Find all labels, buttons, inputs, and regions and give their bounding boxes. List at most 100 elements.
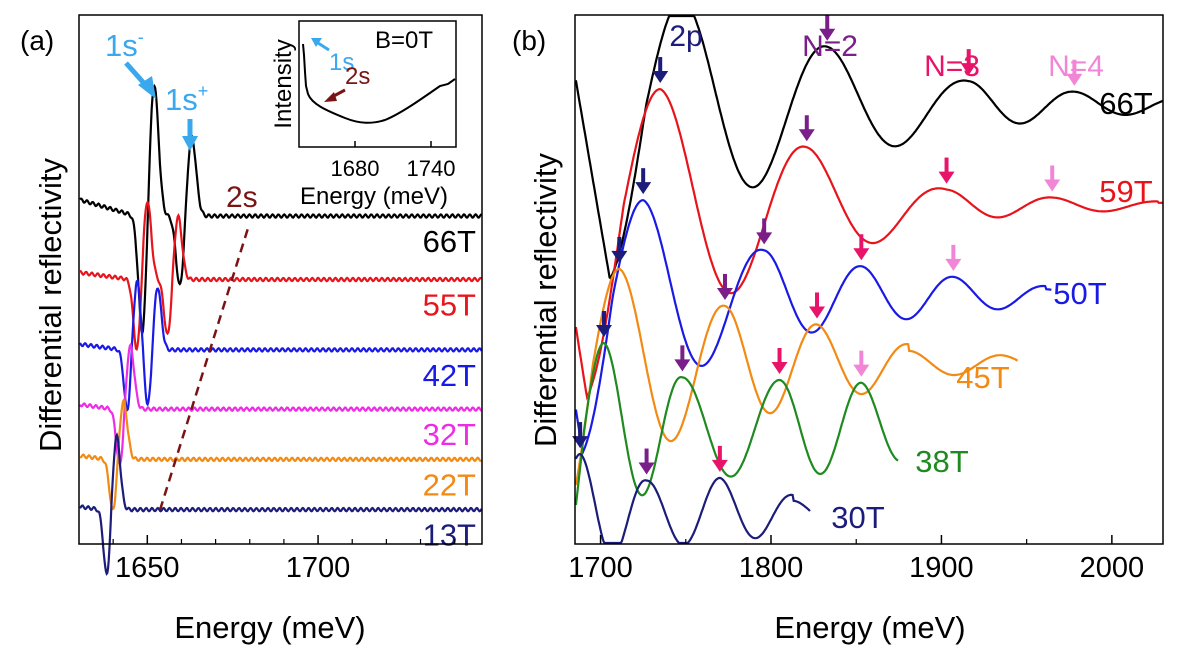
inset-1s-arrow-head	[311, 38, 322, 47]
panel-a-tick-label-1700: 1700	[286, 552, 351, 584]
panel-b-level-label-n2: N=2	[802, 30, 858, 63]
panel-b-marker-head	[756, 232, 773, 245]
panel-a: (a) Differential reflectivity Energy (me…	[20, 14, 483, 645]
panel-b-marker-50t-n-4	[945, 244, 962, 271]
panel-b-marker-head	[1044, 179, 1061, 192]
panel-b-curves	[574, 14, 1164, 545]
panel-a-xlabel: Energy (meV)	[174, 610, 365, 645]
panel-b-marker-head	[711, 459, 728, 472]
panel-a-x-ticks: 1650 1700	[112, 535, 456, 584]
panel-b-marker-head	[809, 306, 826, 319]
panel-a-series-line-13t	[79, 432, 483, 576]
panel-a-1s-minus-superscript: -	[138, 27, 144, 47]
panel-b-x-ticks: 1700 1800 1900 2000	[568, 535, 1144, 584]
panel-a-series-label-13t: 13T	[423, 518, 476, 553]
panel-b-marker-30t-n-3	[711, 445, 728, 472]
panel-b-marker-38t-n-3	[771, 348, 788, 375]
panel-b-marker-38t-2p	[595, 310, 612, 337]
panel-b-marker-30t-n-2	[638, 448, 655, 475]
panel-b-marker-head	[938, 171, 955, 184]
panel-a-series-line-22t	[79, 397, 483, 511]
panel-b-marker-38t-n-2	[674, 345, 691, 372]
panel-b-marker-head	[716, 287, 733, 300]
panel-b-series-label-45t: 45T	[956, 360, 1009, 395]
panel-b-marker-head	[652, 71, 669, 84]
panel-b-marker-59t-n-4	[1044, 165, 1061, 192]
panel-b-marker-head	[635, 182, 652, 195]
panel-b-series-line-38t	[574, 341, 899, 506]
panel-a-series-label-22t: 22T	[423, 467, 476, 502]
inset-ylabel: Intensity	[270, 39, 297, 128]
panel-b-series-label-38t: 38T	[915, 444, 968, 479]
panel-b-marker-66t-n-4	[1066, 59, 1083, 86]
panel-a-1s-minus-annotation: 1s-	[105, 27, 144, 63]
panel-a-tick-label-1650: 1650	[115, 552, 180, 584]
inset-tick-label-1740: 1740	[407, 156, 456, 181]
panel-a-2s-annotation: 2s	[226, 181, 258, 214]
panel-b-ylabel: Differential reflectivity	[528, 152, 563, 447]
panel-b-marker-45t-2p	[611, 236, 628, 263]
panel-a-series-label-32t: 32T	[423, 417, 476, 452]
panel-b-marker-50t-n-3	[853, 234, 870, 261]
panel-b-marker-head	[798, 129, 815, 142]
panel-b-tick-label-1900: 1900	[909, 552, 974, 584]
inset: 1680 1740 Energy (meV) Intensity B=0T 1s…	[270, 20, 457, 210]
panel-b-tick-label-1800: 1800	[739, 552, 804, 584]
panel-b-marker-head	[853, 248, 870, 261]
panel-a-series-line-32t	[79, 342, 483, 465]
panel-b-marker-50t-2p	[635, 168, 652, 195]
panel-b-marker-59t-n-3	[938, 157, 955, 184]
panel-b-tick-label-1700: 1700	[568, 552, 633, 584]
panel-b-series-label-50t: 50T	[1053, 276, 1106, 311]
panel-b-series-line-50t	[574, 199, 1052, 456]
panel-a-series-line-55t	[79, 200, 483, 352]
panel-b-label: (b)	[512, 25, 546, 56]
panel-b-marker-head	[853, 364, 870, 377]
panel-b-marker-head	[1066, 73, 1083, 86]
panel-b-tick-label-2000: 2000	[1080, 552, 1145, 584]
panel-b-marker-head	[572, 436, 589, 449]
panel-a-1s-plus-arrow-head	[182, 136, 198, 151]
panel-b-series-label-59t: 59T	[1099, 174, 1152, 209]
panel-b-series-labels: 66T 59T 50T 45T 38T 30T	[831, 86, 1152, 535]
panel-b-level-label-n3: N=3	[924, 50, 980, 83]
inset-2s-arrow-head	[324, 92, 337, 102]
panel-a-2s-trend-line	[158, 224, 251, 511]
panel-b-level-label-n4: N=4	[1048, 50, 1104, 83]
panel-b-marker-head	[945, 258, 962, 271]
inset-title: B=0T	[375, 27, 433, 54]
panel-b-series-label-66t: 66T	[1099, 86, 1152, 121]
panel-b-marker-59t-2p	[652, 57, 669, 84]
panel-a-curves	[79, 83, 483, 576]
panel-a-series-labels: 66T 55T 42T 32T 22T 13T	[423, 224, 476, 553]
panel-a-ylabel: Differential reflectivity	[33, 157, 68, 452]
panel-a-series-label-66t: 66T	[423, 224, 476, 259]
panel-b-series-line-66t	[574, 14, 1164, 280]
panel-a-series-line-66t	[79, 83, 482, 338]
panel-b-series-label-30t: 30T	[831, 500, 884, 535]
panel-b-marker-45t-n-2	[716, 273, 733, 300]
panel-b-markers	[572, 14, 1083, 475]
panel-a-1s-minus-arrow-head	[138, 76, 156, 99]
inset-tick-label-1680: 1680	[331, 156, 380, 181]
panel-b-marker-head	[674, 359, 691, 372]
panel-b-marker-30t-2p	[572, 422, 589, 449]
panel-b-level-label-2p: 2p	[669, 20, 702, 53]
panel-a-label: (a)	[20, 25, 54, 56]
panel-b-marker-66t-n-3	[960, 49, 977, 76]
panel-a-1s-plus-superscript: +	[198, 81, 209, 101]
inset-xlabel: Energy (meV)	[300, 183, 448, 210]
panel-a-axes-frame	[78, 14, 483, 545]
panel-b-marker-head	[771, 362, 788, 375]
inset-2s-label: 2s	[345, 63, 370, 90]
panel-a-series-line-42t	[79, 278, 483, 412]
panel-b-marker-head	[819, 28, 836, 41]
panel-b-series-line-30t	[574, 452, 811, 545]
inset-1s-arrow-shaft	[317, 41, 330, 52]
panel-b-xlabel: Energy (meV)	[774, 610, 965, 645]
panel-a-series-label-42t: 42T	[423, 358, 476, 393]
panel-a-series-label-55t: 55T	[423, 288, 476, 323]
panel-b-marker-50t-n-2	[756, 218, 773, 245]
panel-b-marker-59t-n-2	[798, 115, 815, 142]
inset-spectrum-line	[302, 43, 456, 124]
